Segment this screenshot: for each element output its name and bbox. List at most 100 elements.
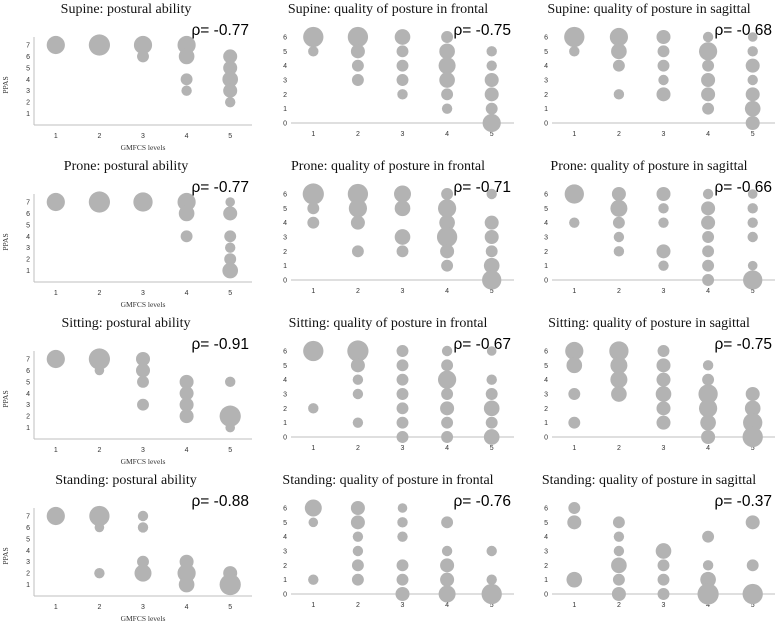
y-axis-label: PPAS bbox=[1, 233, 10, 250]
data-bubble bbox=[46, 349, 65, 369]
data-bubble bbox=[440, 244, 455, 259]
data-bubble bbox=[747, 203, 758, 214]
data-bubble bbox=[701, 201, 716, 216]
data-bubble bbox=[351, 74, 364, 86]
correlation-label: ρ= -0.76 bbox=[453, 493, 511, 510]
chart-title: Standing: quality of posture in frontal bbox=[282, 473, 493, 488]
data-bubble bbox=[569, 46, 580, 57]
data-bubble bbox=[350, 500, 365, 516]
x-tick-label: 3 bbox=[401, 602, 405, 609]
data-bubble bbox=[224, 230, 237, 243]
data-bubble bbox=[613, 531, 625, 542]
data-bubble bbox=[441, 88, 454, 101]
data-bubble bbox=[222, 262, 239, 279]
data-bubble bbox=[137, 50, 149, 63]
data-bubble bbox=[396, 45, 409, 58]
y-tick-label: 6 bbox=[26, 54, 30, 61]
data-bubble bbox=[486, 60, 497, 71]
y-tick-label: 6 bbox=[26, 211, 30, 218]
data-bubble bbox=[133, 192, 153, 212]
data-bubble bbox=[396, 431, 409, 443]
data-bubble bbox=[486, 545, 497, 557]
x-tick-label: 5 bbox=[228, 447, 232, 454]
data-bubble bbox=[304, 499, 322, 517]
x-tick-label: 4 bbox=[185, 447, 189, 454]
data-bubble bbox=[351, 59, 364, 72]
correlation-label: ρ= -0.67 bbox=[453, 336, 511, 353]
data-bubble bbox=[611, 186, 626, 202]
data-bubble bbox=[482, 113, 501, 133]
data-bubble bbox=[746, 559, 759, 572]
y-tick-label: 2 bbox=[544, 563, 548, 570]
y-tick-label: 0 bbox=[283, 121, 287, 128]
data-bubble bbox=[223, 60, 238, 75]
y-tick-label: 5 bbox=[26, 379, 30, 386]
y-tick-label: 6 bbox=[544, 349, 548, 356]
x-tick-label: 5 bbox=[228, 133, 232, 140]
correlation-label: ρ= -0.75 bbox=[453, 22, 511, 39]
data-bubble bbox=[702, 373, 715, 386]
y-tick-label: 2 bbox=[544, 92, 548, 99]
y-tick-label: 7 bbox=[26, 200, 30, 207]
data-bubble bbox=[441, 388, 454, 400]
data-bubble bbox=[177, 35, 196, 55]
y-tick-label: 5 bbox=[283, 206, 287, 213]
chart-title: Sitting: postural ability bbox=[61, 316, 190, 331]
data-bubble bbox=[134, 564, 152, 582]
y-tick-label: 5 bbox=[283, 520, 287, 527]
y-tick-label: 0 bbox=[283, 278, 287, 285]
data-bubble bbox=[439, 72, 455, 88]
data-bubble bbox=[396, 359, 409, 372]
data-bubble bbox=[178, 205, 195, 222]
y-tick-label: 6 bbox=[283, 192, 287, 199]
data-bubble bbox=[609, 27, 628, 47]
data-bubble bbox=[702, 102, 715, 115]
data-bubble bbox=[482, 270, 502, 290]
data-bubble bbox=[747, 189, 758, 199]
data-bubble bbox=[94, 567, 105, 579]
data-bubble bbox=[396, 388, 409, 400]
data-bubble bbox=[348, 199, 367, 218]
y-tick-label: 2 bbox=[283, 249, 287, 256]
y-tick-label: 2 bbox=[283, 92, 287, 99]
y-tick-label: 3 bbox=[26, 559, 30, 566]
x-tick-label: 4 bbox=[706, 131, 710, 138]
y-tick-label: 6 bbox=[283, 506, 287, 513]
data-bubble bbox=[611, 557, 627, 574]
data-bubble bbox=[484, 215, 499, 230]
y-tick-label: 1 bbox=[544, 106, 548, 113]
data-bubble bbox=[656, 244, 671, 259]
y-tick-label: 3 bbox=[26, 402, 30, 409]
data-bubble bbox=[485, 416, 498, 429]
x-tick-label: 5 bbox=[751, 445, 755, 452]
data-bubble bbox=[747, 217, 758, 228]
data-bubble bbox=[699, 399, 718, 418]
data-bubble bbox=[568, 388, 581, 400]
y-tick-label: 2 bbox=[26, 100, 30, 107]
data-bubble bbox=[178, 48, 195, 65]
y-tick-label: 2 bbox=[283, 406, 287, 413]
y-tick-label: 3 bbox=[283, 549, 287, 556]
x-tick-label: 3 bbox=[141, 133, 145, 140]
data-bubble bbox=[396, 373, 409, 386]
data-bubble bbox=[350, 44, 365, 59]
y-tick-label: 4 bbox=[544, 534, 548, 541]
y-tick-label: 0 bbox=[544, 592, 548, 599]
data-bubble bbox=[702, 31, 714, 43]
data-bubble bbox=[610, 371, 628, 389]
data-bubble bbox=[701, 72, 716, 88]
y-tick-label: 5 bbox=[544, 206, 548, 213]
data-bubble bbox=[46, 35, 65, 55]
data-bubble bbox=[396, 345, 409, 357]
x-tick-label: 2 bbox=[356, 131, 360, 138]
data-bubble bbox=[222, 71, 239, 88]
y-tick-label: 7 bbox=[26, 357, 30, 364]
x-tick-label: 3 bbox=[141, 447, 145, 454]
data-bubble bbox=[350, 358, 365, 373]
data-bubble bbox=[223, 206, 238, 221]
data-bubble bbox=[303, 26, 324, 48]
chart-panel: Supine: postural ability ρ= -0.77 1 2 3 4 5 1 2 3… bbox=[1, 2, 252, 152]
x-tick-label: 5 bbox=[751, 288, 755, 295]
y-tick-label: 1 bbox=[283, 577, 287, 584]
